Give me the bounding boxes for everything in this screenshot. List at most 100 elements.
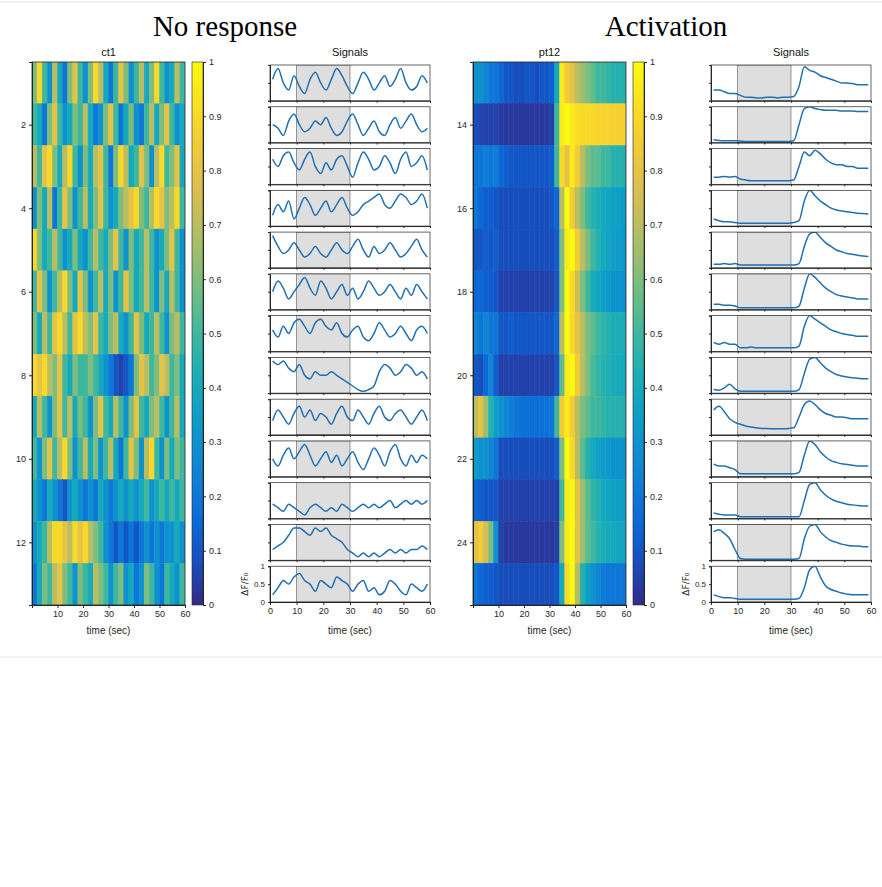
heatmap-cell xyxy=(68,146,73,188)
signal-x-tick xyxy=(403,268,404,270)
signal-x-tick-mark xyxy=(403,184,404,186)
signal-x-tick-mark xyxy=(350,393,351,395)
subplot-background xyxy=(711,441,871,477)
heatmap-x-tick-label: 20 xyxy=(78,609,88,619)
heatmap-cell xyxy=(478,313,483,355)
signal-x-tick xyxy=(844,560,845,562)
signal-y-tick xyxy=(268,166,270,167)
signal-y-tick xyxy=(709,417,711,418)
heatmap-cell xyxy=(514,313,519,355)
heatmap-cell xyxy=(139,271,144,313)
heatmap-y-tick-mark xyxy=(29,125,32,126)
heatmap-x-axis-line xyxy=(474,606,627,609)
heatmap-cell xyxy=(560,396,565,438)
stimulus-window xyxy=(297,274,350,310)
heatmap-cell xyxy=(63,229,68,271)
signal-x-tick xyxy=(738,560,739,562)
signal-x-tick-mark xyxy=(323,477,324,479)
heatmap-cell xyxy=(98,563,103,605)
signal-x-axis xyxy=(712,101,872,103)
signal-x-axis-line xyxy=(271,561,431,563)
signal-x-axis-line xyxy=(712,310,872,312)
heatmap-cell xyxy=(539,271,544,313)
heatmap-cell xyxy=(73,313,78,355)
heatmap-cell xyxy=(170,313,175,355)
heatmap-cell xyxy=(98,480,103,522)
heatmap-title: pt12 xyxy=(539,46,560,58)
signal-y-tick: 0 xyxy=(261,598,270,607)
signal-y-tick-label: 0 xyxy=(261,598,266,607)
heatmap-cell xyxy=(550,354,555,396)
signal-x-tick-mark xyxy=(791,101,792,103)
heatmap-cell xyxy=(114,354,119,396)
heatmap-cell xyxy=(519,438,524,480)
signal-y-tick xyxy=(709,226,711,227)
heatmap-cell xyxy=(575,480,580,522)
signal-subplot xyxy=(709,524,872,562)
heatmap-cell xyxy=(524,354,529,396)
signal-x-tick-mark xyxy=(871,435,872,437)
signal-x-axis-line xyxy=(712,519,872,521)
signal-x-tick-mark xyxy=(377,184,378,186)
heatmap-cell xyxy=(109,480,114,522)
signal-x-axis xyxy=(712,518,872,520)
signal-x-tick-mark xyxy=(738,351,739,353)
colorbar-tick-label: 0.1 xyxy=(209,546,222,556)
heatmap-cell xyxy=(544,521,549,563)
signal-x-tick xyxy=(764,184,765,186)
colorbar-tick: 0.6 xyxy=(644,275,663,285)
heatmap-x-axis: 102030405060 xyxy=(474,605,632,619)
signal-plot xyxy=(714,107,869,143)
heatmap-cell xyxy=(493,563,498,605)
subplot-frame xyxy=(711,65,871,101)
heatmap-cell xyxy=(585,62,590,104)
signal-x-tick-mark xyxy=(350,477,351,479)
signal-y-axis xyxy=(709,66,712,102)
heatmap-cell xyxy=(139,480,144,522)
heatmap-cell xyxy=(519,396,524,438)
heatmap-cell xyxy=(114,271,119,313)
heatmap-cell xyxy=(590,104,595,146)
signal-x-tick-label: 10 xyxy=(733,606,743,616)
signal-subplot xyxy=(709,274,872,312)
signal-x-tick xyxy=(844,310,845,312)
signal-x-tick-mark xyxy=(403,143,404,145)
signal-y-axis-line xyxy=(268,274,271,310)
heatmap-cell xyxy=(52,521,57,563)
signal-x-tick-mark xyxy=(738,226,739,228)
signal-y-tick xyxy=(268,560,270,561)
signal-x-tick xyxy=(350,101,351,103)
heatmap-cell xyxy=(616,354,621,396)
signal-y-axis-line xyxy=(268,358,271,394)
stimulus-window xyxy=(297,65,350,101)
colorbar xyxy=(633,62,644,605)
heatmap-cell xyxy=(47,563,52,605)
heatmap-cell xyxy=(68,187,73,229)
signal-y-tick xyxy=(268,351,270,352)
heatmap-title: ct1 xyxy=(101,46,116,58)
signal-y-axis-line xyxy=(268,316,271,352)
subplot-frame xyxy=(711,524,871,560)
signal-y-tick xyxy=(268,143,270,144)
subplot-frame xyxy=(270,566,430,602)
signal-x-tick xyxy=(430,143,431,145)
heatmap-cells xyxy=(473,62,626,605)
heatmap-cell xyxy=(134,104,139,146)
signal-y-tick-mark xyxy=(268,441,270,442)
subplot-background xyxy=(270,107,430,143)
heatmap-cell xyxy=(154,229,159,271)
heatmap-x-tick: 30 xyxy=(104,605,114,619)
heatmap-cell xyxy=(493,62,498,104)
signal-y-tick xyxy=(709,65,711,66)
signal-y-axis-line xyxy=(268,149,271,185)
heatmap-cell xyxy=(504,229,509,271)
heatmap-cell xyxy=(88,229,93,271)
heatmap-y-tick-label: 24 xyxy=(457,538,467,548)
signal-x-tick xyxy=(764,226,765,228)
heatmap-cell xyxy=(483,62,488,104)
heatmap-cell xyxy=(129,563,134,605)
heatmap-cell xyxy=(621,104,626,146)
subplot-frame xyxy=(711,107,871,143)
heatmap-cell xyxy=(139,396,144,438)
signal-x-tick-mark xyxy=(738,184,739,186)
